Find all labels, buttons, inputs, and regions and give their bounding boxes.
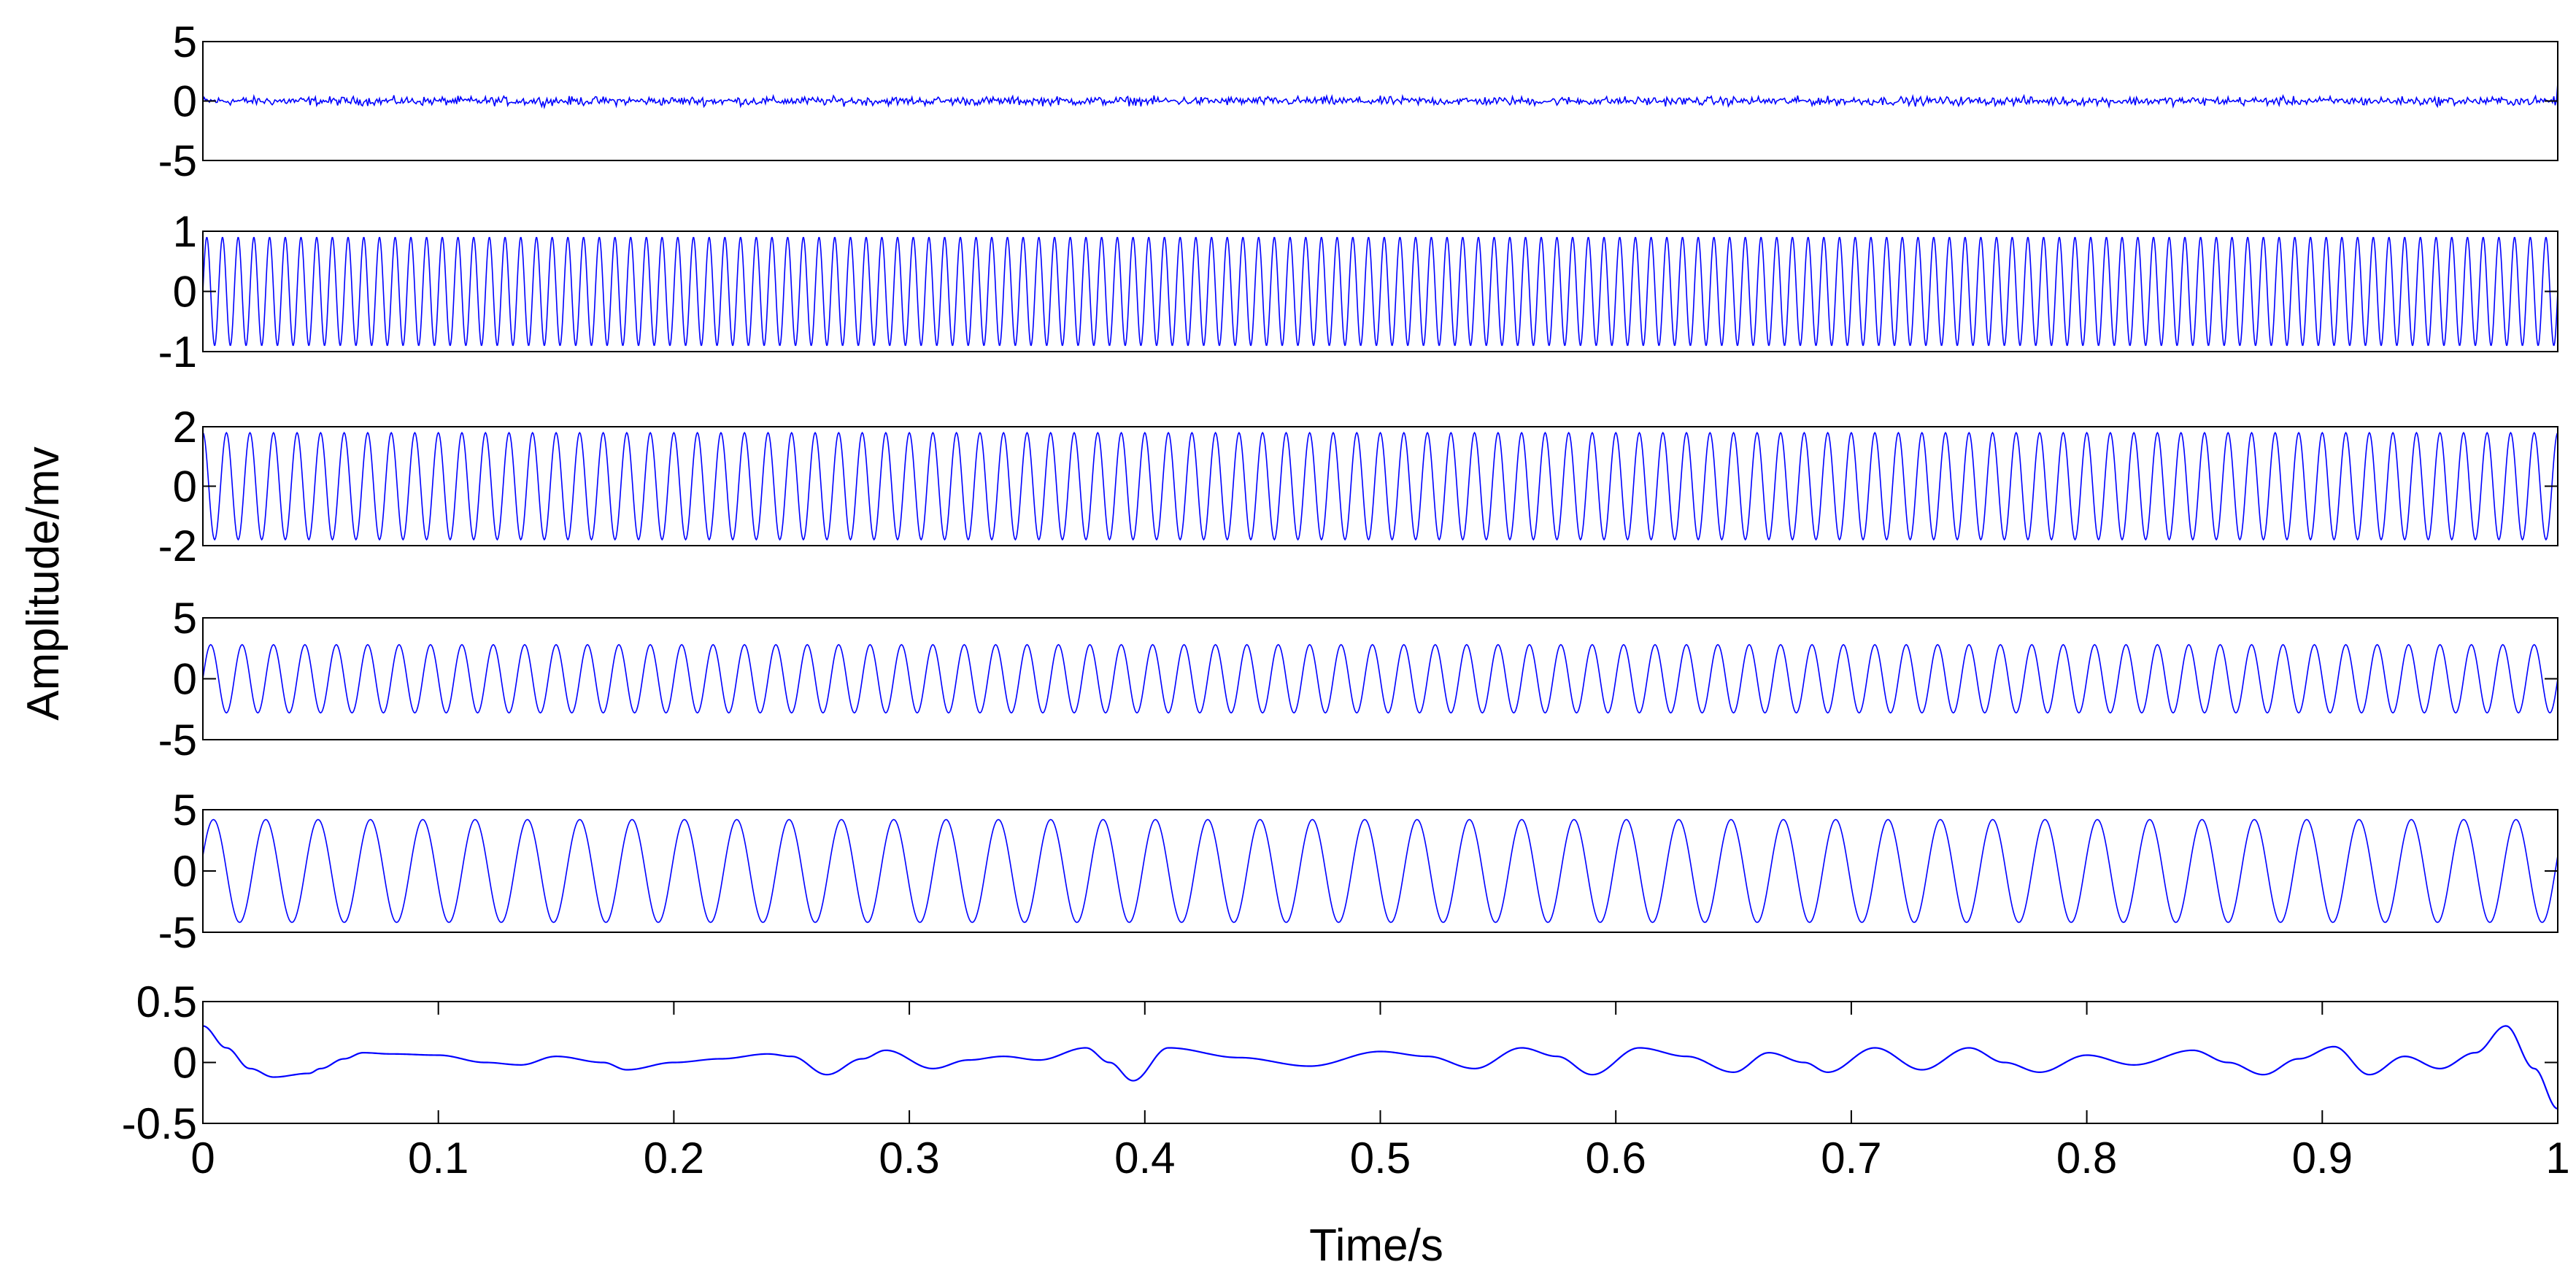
y-tick-label: 0 — [173, 655, 197, 704]
series-line — [202, 431, 2558, 541]
y-tick-label: -1 — [158, 328, 197, 376]
subplot-6: -0.500.50 0.1 0.2 0.3 0.4 0.5 0.6 0.7 0.8 0.9 1 — [122, 977, 2570, 1182]
subplot-5: -5 0 5 — [158, 786, 2558, 957]
x-tick-label: 0.1 — [408, 1134, 468, 1182]
y-tick-label: -0.5 — [122, 1099, 197, 1148]
series-line — [202, 643, 2558, 714]
y-tick-label: 0 — [173, 847, 197, 896]
subplot-1: -5 0 5 — [158, 18, 2558, 185]
series-line — [202, 1025, 2558, 1110]
y-tick-label: 5 — [173, 18, 197, 66]
series-line — [202, 818, 2558, 924]
y-tick-label: 5 — [173, 786, 197, 835]
subplot-2: -1 0 1 — [158, 207, 2558, 376]
x-tick-label: 0.5 — [1350, 1134, 1411, 1182]
series-line — [202, 236, 2558, 346]
subplot-3: -2 0 2 — [158, 403, 2558, 570]
y-tick-label: -5 — [158, 716, 197, 764]
y-tick-label: -5 — [158, 908, 197, 957]
x-tick-label: 0.6 — [1585, 1134, 1646, 1182]
y-tick-label: 2 — [173, 403, 197, 452]
y-tick-label: 0 — [173, 462, 197, 511]
series-line — [202, 82, 2558, 109]
x-tick-label: 0.3 — [879, 1134, 939, 1182]
y-tick-label: 0.5 — [136, 977, 197, 1026]
x-tick-label: 0.9 — [2292, 1134, 2353, 1182]
x-axis-label: Time/s — [1309, 1220, 1443, 1270]
x-tick-label: 0.2 — [644, 1134, 704, 1182]
y-tick-label: 0 — [173, 77, 197, 126]
x-tick-label: 1 — [2545, 1134, 2569, 1182]
x-tick-label: 0.8 — [2056, 1134, 2117, 1182]
subplot-stack: -505-101-202-505-505-0.500.50 0.1 0.2 0.3 0.… — [122, 18, 2570, 1182]
y-tick-label: 5 — [173, 594, 197, 643]
y-tick-label: 0 — [173, 268, 197, 317]
y-tick-label: 1 — [173, 207, 197, 256]
y-tick-label: -2 — [158, 522, 197, 570]
x-tick-label: 0 — [190, 1134, 215, 1182]
x-tick-label: 0.7 — [1821, 1134, 1881, 1182]
x-tick-label: 0.4 — [1114, 1134, 1175, 1182]
y-axis-label: Amplitude/mv — [18, 446, 69, 721]
y-tick-label: -5 — [158, 136, 197, 185]
y-tick-label: 0 — [173, 1039, 197, 1088]
subplot-4: -5 0 5 — [158, 594, 2558, 764]
